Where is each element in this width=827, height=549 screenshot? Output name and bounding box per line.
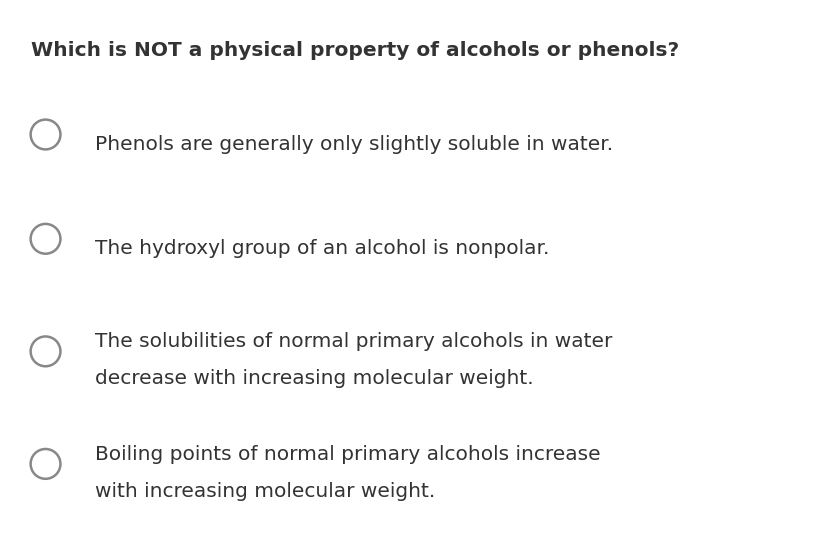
Ellipse shape [31,120,60,149]
Ellipse shape [31,449,60,479]
Text: decrease with increasing molecular weight.: decrease with increasing molecular weigh… [95,369,533,389]
Text: Which is NOT a physical property of alcohols or phenols?: Which is NOT a physical property of alco… [31,41,679,60]
Ellipse shape [31,337,60,366]
Text: with increasing molecular weight.: with increasing molecular weight. [95,482,435,501]
Ellipse shape [31,224,60,254]
Text: The hydroxyl group of an alcohol is nonpolar.: The hydroxyl group of an alcohol is nonp… [95,239,549,258]
Text: The solubilities of normal primary alcohols in water: The solubilities of normal primary alcoh… [95,332,612,351]
Text: Boiling points of normal primary alcohols increase: Boiling points of normal primary alcohol… [95,445,600,464]
Text: Phenols are generally only slightly soluble in water.: Phenols are generally only slightly solu… [95,135,613,154]
